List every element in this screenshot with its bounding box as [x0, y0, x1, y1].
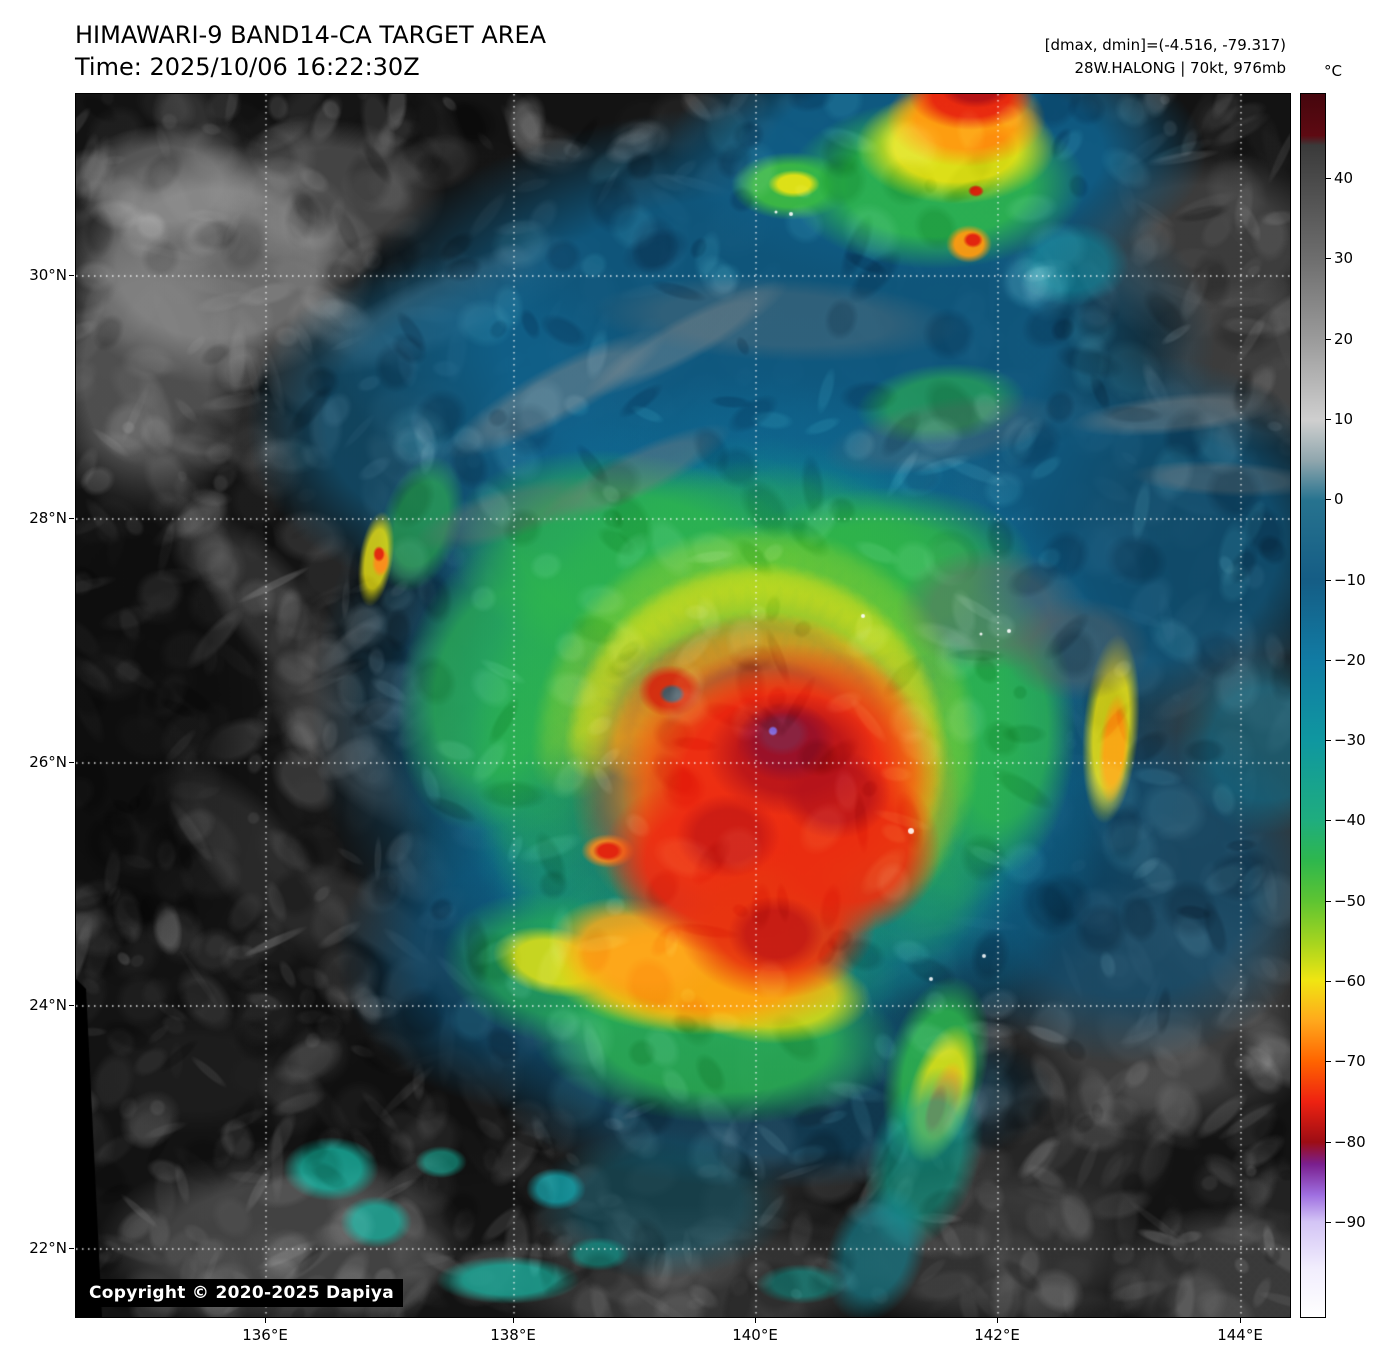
colorbar-tick-mark: [1326, 981, 1331, 982]
latitude-label: 26°N: [29, 753, 67, 771]
colorbar-tick-mark: [1326, 740, 1331, 742]
product-title: HIMAWARI-9 BAND14-CA TARGET AREA: [75, 21, 547, 49]
colorbar-unit-label: °C: [1324, 62, 1342, 80]
longitude-tick-mark: [265, 1318, 266, 1323]
colorbar-tick-mark: [1326, 499, 1331, 501]
colorbar-tick-label: 20: [1334, 329, 1354, 348]
colorbar-tick-mark: [1326, 659, 1331, 661]
latitude-tick-mark: [69, 1005, 74, 1006]
colorbar-tick-label: −20: [1334, 650, 1366, 669]
storm-meta: [dmax, dmin]=(-4.516, -79.317) 28W.HALON…: [1045, 34, 1286, 80]
temperature-colorbar: [1300, 93, 1326, 1318]
colorbar-tick-mark: [1326, 258, 1331, 260]
longitude-label: 144°E: [1217, 1326, 1263, 1344]
longitude-tick-mark: [1240, 1318, 1241, 1323]
colorbar-tick-mark: [1326, 579, 1331, 581]
latitude-tick-mark: [69, 275, 74, 276]
colorbar-tick-label: 10: [1334, 409, 1354, 428]
latitude-tick-mark: [69, 762, 74, 763]
latitude-tick-mark: [69, 1248, 74, 1249]
colorbar-tick-mark: [1326, 1221, 1331, 1223]
longitude-label: 136°E: [242, 1326, 288, 1344]
colorbar-tick-label: −80: [1334, 1132, 1366, 1151]
colorbar-tick-mark: [1326, 820, 1331, 822]
latitude-label: 24°N: [29, 996, 67, 1014]
latitude-label: 30°N: [29, 266, 67, 284]
colorbar-tick-label: −50: [1334, 891, 1366, 910]
longitude-label: 140°E: [732, 1326, 778, 1344]
satellite-imagery: [76, 94, 1290, 1317]
colorbar-tick-mark: [1326, 418, 1331, 420]
colorbar-tick-label: −70: [1334, 1052, 1366, 1071]
colorbar-tick-mark: [1326, 338, 1331, 340]
longitude-label: 138°E: [490, 1326, 536, 1344]
latitude-label: 22°N: [29, 1239, 67, 1257]
colorbar-tick-label: −30: [1334, 731, 1366, 750]
colorbar-tick-label: 40: [1334, 169, 1354, 187]
colorbar-tick-label: −10: [1334, 570, 1366, 589]
colorbar-tick-label: 0: [1334, 490, 1344, 509]
colorbar-tick-mark: [1326, 1141, 1331, 1143]
colorbar-tick-label: −90: [1334, 1212, 1366, 1231]
dmax-dmin-readout: [dmax, dmin]=(-4.516, -79.317): [1044, 36, 1286, 54]
latitude-label: 28°N: [29, 509, 67, 527]
map-frame: Copyright © 2020-2025 Dapiya: [75, 93, 1291, 1318]
colorbar-tick-mark: [1326, 1061, 1331, 1063]
longitude-label: 142°E: [974, 1326, 1020, 1344]
longitude-tick-mark: [513, 1318, 514, 1323]
latitude-tick-mark: [69, 518, 74, 519]
product-time: Time: 2025/10/06 16:22:30Z: [75, 53, 420, 81]
colorbar-tick-mark: [1326, 178, 1331, 179]
storm-id-intensity: 28W.HALONG | 70kt, 976mb: [1074, 59, 1286, 77]
colorbar-tick-label: −40: [1334, 811, 1366, 830]
colorbar-tick-mark: [1326, 900, 1331, 902]
longitude-tick-mark: [997, 1318, 998, 1323]
longitude-tick-mark: [755, 1318, 756, 1323]
colorbar-tick-label: 30: [1334, 249, 1354, 268]
copyright-badge: Copyright © 2020-2025 Dapiya: [80, 1279, 403, 1307]
colorbar-tick-label: −60: [1334, 972, 1366, 990]
